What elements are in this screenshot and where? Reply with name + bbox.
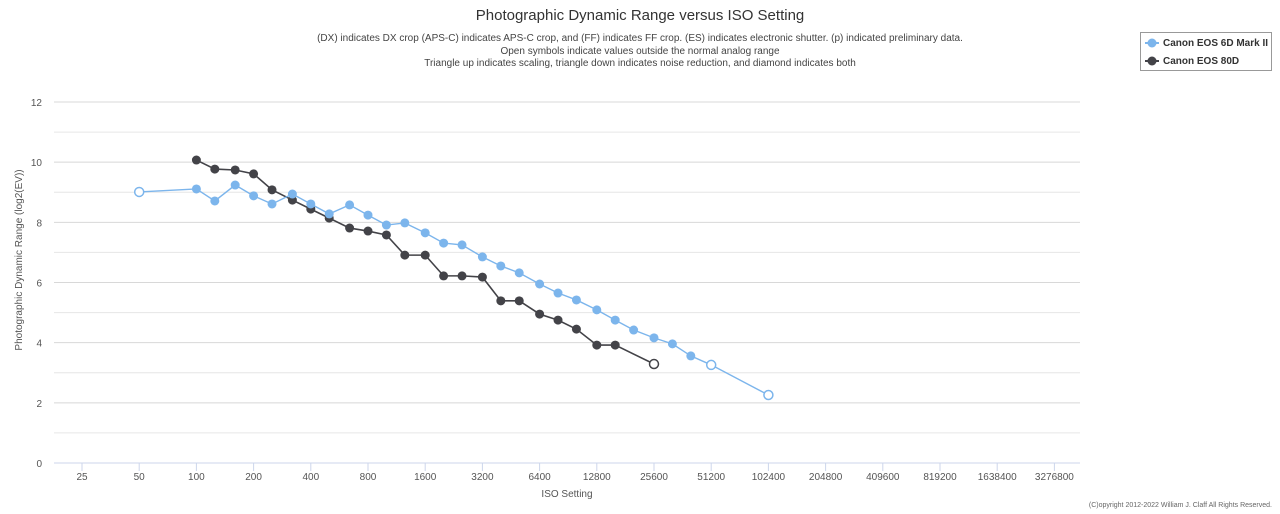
data-point bbox=[571, 295, 581, 305]
data-point bbox=[496, 296, 506, 306]
y-tick-label: 10 bbox=[31, 158, 43, 169]
data-point bbox=[763, 389, 774, 401]
x-tick-label: 800 bbox=[360, 472, 377, 483]
data-point bbox=[324, 209, 334, 219]
x-tick-label: 3200 bbox=[471, 472, 494, 483]
data-point bbox=[439, 271, 449, 281]
data-point bbox=[592, 340, 602, 350]
x-tick-label: 204800 bbox=[809, 472, 843, 483]
data-point bbox=[287, 189, 297, 199]
data-point bbox=[667, 339, 677, 349]
data-point bbox=[306, 199, 316, 209]
x-tick-label: 102400 bbox=[752, 472, 786, 483]
y-tick-label: 4 bbox=[36, 339, 42, 350]
data-point bbox=[592, 305, 602, 315]
data-point bbox=[686, 351, 696, 361]
series-line bbox=[196, 159, 655, 365]
data-point bbox=[230, 180, 240, 190]
data-point bbox=[400, 250, 410, 260]
data-point bbox=[571, 324, 581, 334]
data-point bbox=[648, 358, 660, 370]
data-point bbox=[249, 169, 259, 179]
data-point bbox=[420, 250, 430, 260]
data-point bbox=[439, 238, 449, 248]
x-tick-label: 400 bbox=[302, 472, 319, 483]
x-tick-label: 1600 bbox=[414, 472, 437, 483]
x-tick-label: 200 bbox=[245, 472, 262, 483]
data-point bbox=[535, 309, 545, 319]
data-point bbox=[381, 220, 391, 230]
data-point bbox=[496, 261, 506, 271]
subtitle-line: Triangle up indicates scaling, triangle … bbox=[424, 58, 856, 69]
data-point bbox=[514, 268, 524, 278]
data-point bbox=[535, 279, 545, 289]
legend-label: Canon EOS 80D bbox=[1163, 55, 1240, 67]
data-point bbox=[267, 185, 277, 195]
subtitle-line: (DX) indicates DX crop (APS-C) indicates… bbox=[317, 33, 963, 44]
x-tick-label: 25600 bbox=[640, 472, 668, 483]
data-point bbox=[649, 333, 659, 343]
data-point bbox=[400, 218, 410, 228]
data-point bbox=[363, 226, 373, 236]
data-point bbox=[610, 340, 620, 350]
copyright: (C)opyright 2012-2022 William J. Claff A… bbox=[1088, 502, 1272, 509]
x-tick-label: 1638400 bbox=[978, 472, 1017, 483]
data-point bbox=[381, 230, 391, 240]
x-tick-label: 12800 bbox=[583, 472, 611, 483]
data-point bbox=[230, 165, 240, 175]
data-point bbox=[553, 315, 563, 325]
data-point bbox=[363, 210, 373, 220]
data-point bbox=[249, 191, 259, 201]
x-tick-label: 6400 bbox=[528, 472, 551, 483]
data-point bbox=[610, 315, 620, 325]
x-tick-label: 25 bbox=[76, 472, 88, 483]
x-tick-label: 409600 bbox=[866, 472, 900, 483]
x-tick-label: 50 bbox=[134, 472, 146, 483]
subtitle-line: Open symbols indicate values outside the… bbox=[500, 45, 780, 57]
legend-marker bbox=[1145, 56, 1159, 66]
y-tick-label: 12 bbox=[31, 98, 43, 109]
data-point bbox=[420, 228, 430, 238]
y-axis-title: Photographic Dynamic Range (log2(EV)) bbox=[14, 169, 25, 350]
x-tick-label: 819200 bbox=[923, 472, 957, 483]
y-tick-label: 0 bbox=[36, 459, 42, 470]
data-point bbox=[477, 252, 487, 262]
x-tick-label: 51200 bbox=[697, 472, 725, 483]
x-tick-label: 100 bbox=[188, 472, 205, 483]
data-point bbox=[553, 288, 563, 298]
data-point bbox=[514, 296, 524, 306]
data-point bbox=[345, 200, 355, 210]
legend-item-80d[interactable]: Canon EOS 80D bbox=[1141, 53, 1271, 69]
y-tick-label: 2 bbox=[36, 399, 42, 410]
series-line bbox=[139, 184, 769, 396]
chart-title: Photographic Dynamic Range versus ISO Se… bbox=[475, 7, 805, 24]
legend: Canon EOS 6D Mark II Canon EOS 80D bbox=[1140, 32, 1272, 71]
data-point bbox=[477, 272, 487, 282]
legend-marker bbox=[1145, 38, 1159, 48]
y-tick-label: 8 bbox=[36, 218, 42, 229]
data-point bbox=[345, 223, 355, 233]
x-axis-title: ISO Setting bbox=[541, 489, 592, 500]
data-point bbox=[629, 325, 639, 335]
data-point bbox=[705, 359, 717, 371]
legend-item-6d-mark-ii[interactable]: Canon EOS 6D Mark II bbox=[1141, 35, 1271, 51]
data-point bbox=[191, 184, 201, 194]
data-point bbox=[457, 271, 467, 281]
data-point bbox=[267, 199, 277, 209]
data-point bbox=[133, 186, 145, 198]
data-point bbox=[210, 196, 220, 206]
data-point bbox=[457, 240, 467, 250]
chart-subtitle: (DX) indicates DX crop (APS-C) indicates… bbox=[0, 33, 1280, 71]
x-tick-label: 3276800 bbox=[1035, 472, 1074, 483]
legend-label: Canon EOS 6D Mark II bbox=[1163, 37, 1269, 49]
data-point bbox=[191, 155, 201, 165]
y-tick-label: 6 bbox=[36, 279, 42, 290]
data-point bbox=[210, 164, 220, 174]
